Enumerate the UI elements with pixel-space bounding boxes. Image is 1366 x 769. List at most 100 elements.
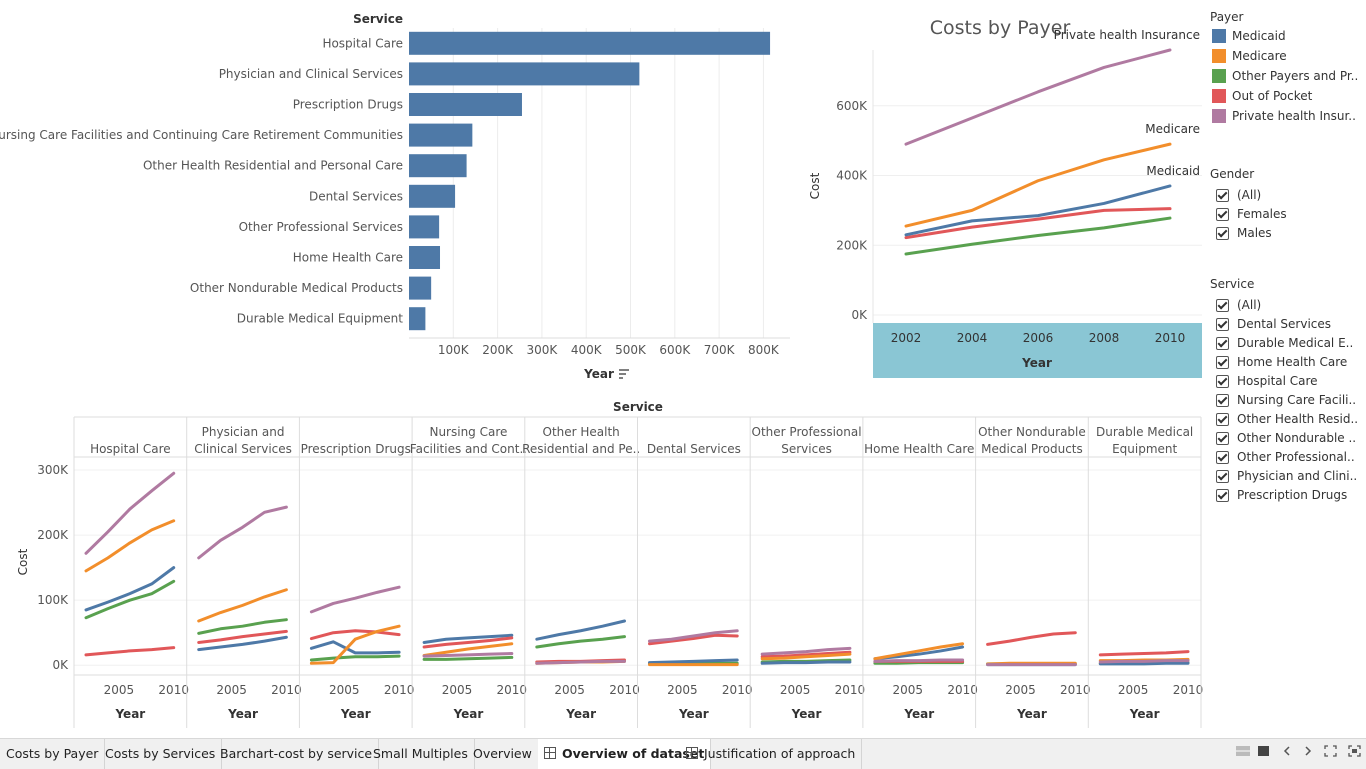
service-checkbox-item[interactable]: Nursing Care Facili..	[1216, 391, 1366, 409]
sheet-tab-justification-of-approach[interactable]: Justification of approach	[680, 739, 863, 769]
bar-x-tick: 300K	[527, 343, 559, 357]
payer-legend-item[interactable]: Private health Insur..	[1212, 107, 1362, 125]
sm-x-tick: 2010	[384, 683, 415, 697]
service-checkbox-item[interactable]: Other Professional..	[1216, 448, 1366, 466]
sm-line-medicare	[84, 519, 176, 573]
sheet-tab-label: Costs by Services	[105, 746, 216, 761]
gender-checkbox-item[interactable]: Males	[1216, 224, 1366, 242]
checkbox-checked-icon[interactable]	[1216, 298, 1229, 312]
dashboard-icon	[686, 747, 698, 759]
sm-panel-title: Facilities and Cont..	[410, 442, 527, 456]
bar-x-tick: 400K	[571, 343, 603, 357]
sm-line-out-of-pocket	[986, 631, 1077, 646]
bar-category-label: Other Nondurable Medical Products	[190, 281, 403, 295]
bar-category-label: Other Professional Services	[239, 220, 403, 234]
service-checkbox-item[interactable]: (All)	[1216, 296, 1366, 314]
payer-y-tick: 0K	[851, 308, 868, 322]
next-sheet-icon[interactable]	[1303, 745, 1313, 760]
sm-panel-title: Prescription Drugs	[301, 442, 411, 456]
service-checkbox-label: Dental Services	[1237, 317, 1332, 331]
checkbox-checked-icon[interactable]	[1216, 450, 1229, 464]
payer-legend-item[interactable]: Medicare	[1212, 47, 1362, 65]
checkbox-checked-icon[interactable]	[1216, 336, 1229, 350]
gender-checkbox-label: (All)	[1237, 188, 1262, 202]
sm-x-axis-title: Year	[1129, 707, 1160, 721]
sm-x-tick: 2005	[104, 683, 135, 697]
sm-x-tick: 2005	[667, 683, 698, 697]
checkbox-checked-icon[interactable]	[1216, 431, 1229, 445]
sheet-tab-overview[interactable]: Overview	[467, 739, 539, 769]
legend-swatch	[1212, 49, 1226, 63]
sm-x-tick: 2005	[1118, 683, 1149, 697]
barchart-cost-by-service: Service 100K 200K 300K 400K 500K 600K 700K 800K H…	[0, 12, 790, 381]
bar-category-label: Home Health Care	[293, 251, 403, 265]
service-checkbox-item[interactable]: Prescription Drugs	[1216, 486, 1366, 504]
checkbox-checked-icon[interactable]	[1216, 488, 1229, 502]
gender-checkbox-label: Males	[1237, 226, 1272, 240]
checkbox-checked-icon[interactable]	[1216, 188, 1229, 202]
sheet-tab-overview-of-dataset[interactable]: Overview of dataset	[538, 739, 712, 769]
payer-x-axis-band	[873, 323, 1202, 378]
service-checkbox-item[interactable]: Hospital Care	[1216, 372, 1366, 390]
payer-legend-item[interactable]: Out of Pocket	[1212, 87, 1362, 105]
payer-legend-item[interactable]: Other Payers and Pr..	[1212, 67, 1362, 85]
checkbox-checked-icon[interactable]	[1216, 226, 1229, 240]
sm-x-tick: 2005	[780, 683, 811, 697]
sm-x-tick: 2010	[497, 683, 528, 697]
gender-checkbox-item[interactable]: Females	[1216, 205, 1366, 223]
sm-line-medicaid	[84, 566, 176, 612]
sheet-tab-label: Overview of dataset	[562, 746, 705, 761]
bar-x-axis-title: Year	[583, 367, 614, 381]
sheet-tab-label: Costs by Payer	[6, 746, 99, 761]
sheet-tab-label: Small Multiples	[373, 746, 468, 761]
gender-checkbox-label: Females	[1237, 207, 1287, 221]
dashboard-icon	[544, 747, 556, 759]
bar-x-tick: 600K	[659, 343, 691, 357]
payer-line-other-payers-and-programs	[904, 216, 1172, 256]
service-checkbox-item[interactable]: Home Health Care	[1216, 353, 1366, 371]
gender-checkbox-item[interactable]: (All)	[1216, 186, 1366, 204]
bar-header-service: Service	[353, 12, 403, 26]
sm-line-medicare	[197, 588, 288, 623]
sheet-tab-costs-by-payer[interactable]: Costs by Payer	[0, 739, 106, 769]
service-checkbox-item[interactable]: Other Health Resid..	[1216, 410, 1366, 428]
sheet-tab-costs-by-services[interactable]: Costs by Services	[99, 739, 223, 769]
service-checkbox-item[interactable]: Dental Services	[1216, 315, 1366, 333]
sm-panel-title: Services	[781, 442, 832, 456]
fit-screen-icon[interactable]	[1324, 745, 1337, 760]
bar-mark	[409, 62, 640, 86]
service-checkbox-item[interactable]: Other Nondurable ..	[1216, 429, 1366, 447]
prev-sheet-icon[interactable]	[1282, 745, 1292, 760]
service-checkbox-item[interactable]: Durable Medical E..	[1216, 334, 1366, 352]
bar-mark	[409, 276, 432, 300]
view-grid-icon[interactable]	[1236, 745, 1250, 760]
checkbox-checked-icon[interactable]	[1216, 469, 1229, 483]
sheet-tab-barchart-cost-by-service[interactable]: Barchart-cost by service	[214, 739, 380, 769]
service-checkbox-item[interactable]: Physician and Clini..	[1216, 467, 1366, 485]
fullscreen-icon[interactable]	[1348, 745, 1361, 760]
checkbox-checked-icon[interactable]	[1216, 355, 1229, 369]
sheet-tab-label: Justification of approach	[704, 746, 856, 761]
sm-y-tick: 200K	[37, 528, 69, 542]
small-multiples-chart: Service 0K 100K 200K 300K Cost Hospital Care 20…	[16, 400, 1203, 728]
bar-category-label: Prescription Drugs	[293, 98, 403, 112]
checkbox-checked-icon[interactable]	[1216, 207, 1229, 221]
sm-panel-title: Other Professional	[752, 425, 862, 439]
sheet-tab-small-multiples[interactable]: Small Multiples	[367, 739, 475, 769]
checkbox-checked-icon[interactable]	[1216, 374, 1229, 388]
bar-mark	[409, 307, 426, 331]
payer-line-label: Medicare	[1145, 122, 1200, 136]
payer-y-tick: 600K	[836, 99, 868, 113]
payer-legend-item[interactable]: Medicaid	[1212, 27, 1362, 45]
payer-y-tick: 200K	[836, 238, 868, 252]
payer-x-tick: 2004	[957, 331, 988, 345]
bar-x-tick: 200K	[482, 343, 514, 357]
payer-x-tick: 2002	[891, 331, 922, 345]
service-checkbox-label: Physician and Clini..	[1237, 469, 1358, 483]
checkbox-checked-icon[interactable]	[1216, 412, 1229, 426]
checkbox-checked-icon[interactable]	[1216, 393, 1229, 407]
bar-x-tick: 700K	[704, 343, 736, 357]
checkbox-checked-icon[interactable]	[1216, 317, 1229, 331]
gender-filter-title: Gender	[1210, 167, 1255, 181]
filmstrip-icon[interactable]	[1258, 745, 1270, 760]
